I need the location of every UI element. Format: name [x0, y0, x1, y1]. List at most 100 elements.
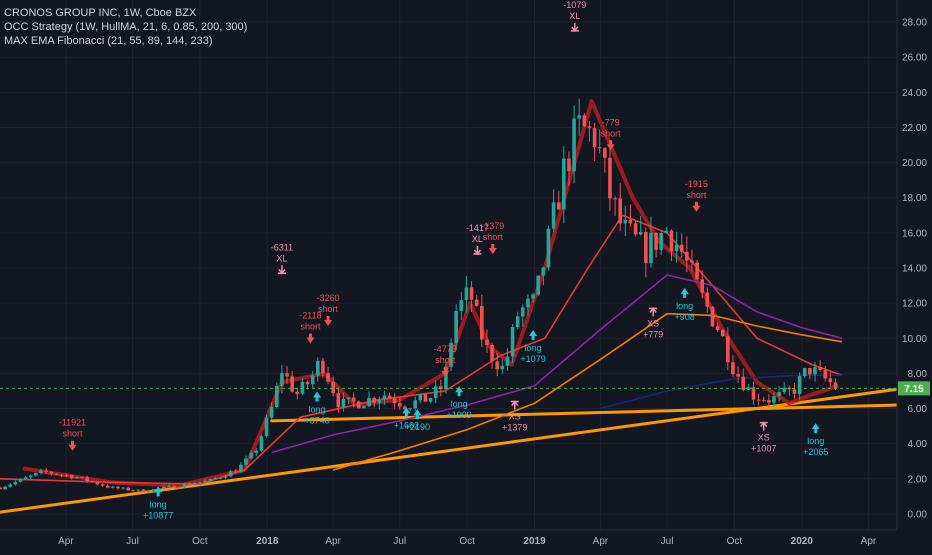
candle-body [741, 376, 746, 390]
time-tick-label: Jul [661, 536, 674, 547]
candle-body [131, 490, 136, 492]
candle-body [782, 387, 787, 393]
signal-long: long+908 [675, 287, 695, 322]
candle-body [649, 232, 653, 264]
candle-body [392, 398, 397, 404]
candle-body [444, 366, 448, 390]
candle-body [80, 477, 84, 479]
candle-body [577, 115, 582, 119]
price-tick-label: 6.00 [908, 404, 928, 415]
candle-body [715, 326, 720, 331]
signal-arrow-up-icon [680, 287, 689, 298]
signal-label: short [483, 232, 504, 242]
signal-label: long [525, 343, 542, 353]
candle-body [582, 115, 587, 127]
candle-body [192, 483, 197, 485]
signal-arrow-up-icon [529, 330, 538, 341]
candle-body [633, 223, 638, 235]
signal-label: +1007 [751, 444, 776, 454]
signal-label: -2118 [299, 311, 321, 321]
candle-body [597, 147, 602, 149]
signal-label: short [300, 322, 321, 332]
signal-label: short [686, 190, 707, 200]
price-tick-label: 4.00 [908, 439, 928, 450]
signal-label: +1379 [502, 423, 527, 433]
candle-body [818, 367, 822, 370]
candle-body [505, 356, 510, 366]
candle-body [669, 230, 674, 252]
candle-body [59, 474, 64, 476]
price-tick-label: 2.00 [908, 474, 928, 485]
candle-body [428, 397, 433, 402]
candle-body [85, 477, 89, 482]
legend-symbol-title: CRONOS GROUP INC, 1W, Cboe BZX [4, 7, 197, 19]
candle-body [705, 292, 710, 307]
candle-body [3, 486, 7, 490]
candle-body [218, 477, 223, 479]
strategy-signals: -11921shortlong+10877-6311XL-2118short-3… [59, 0, 829, 520]
candle-body [28, 475, 33, 478]
signal-label: -1915 [685, 179, 708, 189]
time-tick-label: 2018 [256, 536, 279, 547]
candle-body [644, 231, 648, 264]
candle-body [290, 376, 294, 392]
signal-label: XS [647, 318, 659, 328]
candle-body [239, 464, 243, 473]
candle-body [331, 381, 335, 394]
signal-exit: XS+1007 [751, 421, 776, 454]
candle-body [756, 399, 761, 401]
candle-body [126, 487, 130, 491]
time-axis[interactable]: Apr Jul Oct 2018 Apr Jul Oct 2019 Apr Jul Oct 2020 A… [58, 536, 877, 547]
candle-body [244, 458, 248, 465]
legend-indicator-ema: MAX EMA Fibonacci (21, 55, 89, 144, 233) [4, 35, 213, 47]
signal-arrow-down-icon [488, 243, 497, 254]
candle-body [136, 489, 141, 491]
price-tick-label: 24.00 [902, 88, 927, 99]
signal-label: -4773 [434, 344, 457, 354]
last-price-label: 7.15 [898, 381, 930, 396]
candle-body [608, 157, 612, 199]
candle-body [664, 230, 669, 233]
candle-body [613, 198, 617, 200]
candle-body [720, 330, 725, 337]
price-tick-label: 10.00 [902, 334, 927, 345]
candle-body [187, 483, 192, 485]
candle-body [654, 232, 658, 250]
candle-body [146, 491, 151, 493]
signal-arrow-down-icon [324, 315, 333, 326]
signal-label: XL [276, 253, 287, 263]
candle-body [336, 393, 341, 408]
signal-arrow-up-icon [154, 486, 163, 497]
candle-body [213, 478, 218, 480]
candle-body [387, 395, 392, 399]
signal-label: long [150, 499, 167, 509]
candle-body [618, 198, 623, 224]
candle-body [382, 395, 387, 400]
series-line-ema-89 [332, 312, 843, 471]
candle-body [736, 374, 740, 377]
candle-body [767, 400, 771, 403]
signal-label: +908 [675, 312, 695, 322]
candle-body [254, 450, 259, 453]
candle-body [731, 362, 735, 375]
candle-body [39, 470, 43, 474]
time-tick-label: Apr [58, 536, 74, 547]
signal-label: XL [472, 234, 483, 244]
signal-arrow-down-icon [441, 366, 450, 377]
signal-label: short [318, 304, 339, 314]
signal-exit-down-icon [277, 265, 286, 275]
price-axis[interactable]: 28.00 26.00 24.00 22.00 20.00 18.00 16.00 14.00… [902, 18, 927, 521]
candle-body [485, 339, 489, 345]
candle-body [295, 391, 300, 394]
candle-body [449, 342, 453, 367]
moving-averages [0, 99, 843, 488]
